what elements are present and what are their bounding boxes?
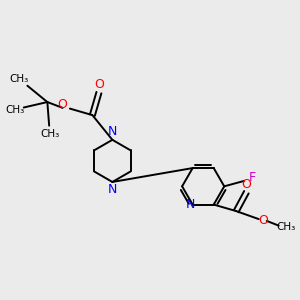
Text: CH₃: CH₃ xyxy=(5,105,24,116)
Text: O: O xyxy=(94,78,104,91)
Text: CH₃: CH₃ xyxy=(276,223,296,232)
Text: N: N xyxy=(186,198,196,211)
Text: CH₃: CH₃ xyxy=(40,129,59,139)
Text: N: N xyxy=(108,125,117,138)
Text: O: O xyxy=(258,214,268,227)
Text: F: F xyxy=(249,171,256,184)
Text: N: N xyxy=(108,184,117,196)
Text: CH₃: CH₃ xyxy=(10,74,29,84)
Text: O: O xyxy=(242,178,251,191)
Text: O: O xyxy=(58,98,68,111)
